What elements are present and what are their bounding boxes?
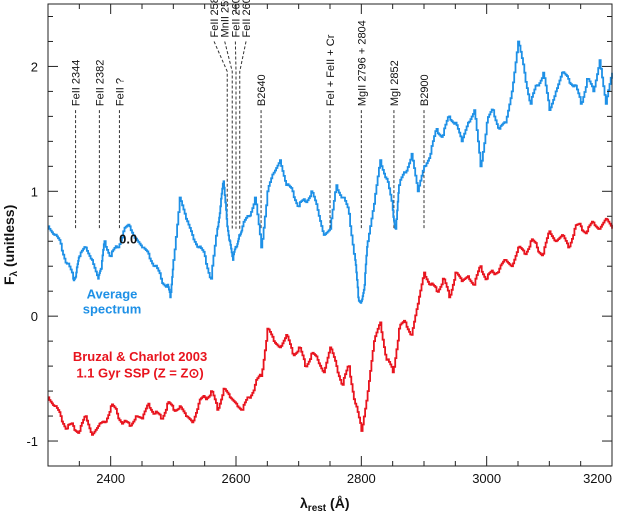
spectral-line-dash <box>234 41 237 229</box>
x-axis-title-unit: (Å) <box>326 495 349 511</box>
y-axis-title: Fλ (unitless) <box>1 205 20 285</box>
y-tick-label: 1 <box>31 184 38 199</box>
y-axis-title-unit: (unitless) <box>1 205 17 271</box>
spectral-line-label: FeII ? <box>114 78 126 106</box>
spectral-line: MnII 2594 <box>220 0 233 229</box>
spectral-line: FeII 2600 <box>230 0 242 229</box>
x-axis-title-sub: rest <box>308 503 327 514</box>
spectral-line: FeII 2382 <box>94 60 106 229</box>
x-axis-title: λrest (Å) <box>300 495 349 514</box>
spectral-line-label: B2900 <box>419 74 431 106</box>
spectral-line-label: FeII 2344 <box>71 60 83 106</box>
spectral-line-label: FeI + FeII + Cr <box>325 34 337 106</box>
x-tick-label: 3000 <box>472 471 501 486</box>
y-tick-label: 0 <box>31 309 38 324</box>
spectral-line: FeII 2606 <box>239 0 253 229</box>
x-tick-label: 3200 <box>583 471 612 486</box>
spectral-line-dash <box>239 41 247 229</box>
x-tick-label: 2600 <box>222 471 251 486</box>
spectral-line-label: B2640 <box>256 74 268 106</box>
legend-average-line2: spectrum <box>83 302 142 317</box>
spectral-line-label: FeII 2382 <box>94 60 106 106</box>
spectral-line: B2900 <box>419 74 431 229</box>
spectral-line-label: FeII 2586 <box>209 0 221 37</box>
spectral-line: FeI + FeII + Cr <box>325 34 337 229</box>
spectral-line-label: MnII 2594 <box>220 0 232 37</box>
y-tick-label: 2 <box>31 59 38 74</box>
spectral-line: FeII 2586 <box>209 0 228 229</box>
marker-annotation: 0.0 <box>119 232 137 247</box>
series-layer <box>48 40 613 436</box>
model-spectrum-line <box>48 217 613 436</box>
y-axis-title-main: F <box>1 276 17 285</box>
spectral-line: B2640 <box>256 74 268 229</box>
spectral-line-label: FeII 2600 <box>230 0 242 37</box>
average-spectrum-line <box>48 40 613 304</box>
spectral-line-dash <box>224 41 233 229</box>
legend-average-line1: Average <box>87 287 138 302</box>
x-tick-label: 2400 <box>96 471 125 486</box>
x-tick-label: 2800 <box>347 471 376 486</box>
spectral-line: FeII 2344 <box>71 60 83 229</box>
spectral-line: FeII ? <box>114 78 126 229</box>
legend-model-line2: 1.1 Gyr SSP (Z = Z⊙) <box>76 365 203 380</box>
y-axis-title-sub: λ <box>9 270 20 276</box>
spectral-line-label: FeII 2606 <box>241 0 253 37</box>
y-tick-label: -1 <box>26 434 38 449</box>
legend-model-line1: Bruzal & Charlot 2003 <box>73 349 207 364</box>
spectral-line: MgI 2852 <box>389 60 401 229</box>
x-axis-title-main: λ <box>300 495 308 511</box>
spectral-line-label: MgI 2852 <box>389 60 401 106</box>
axis-ticks: 2400 2600 2800 3000 3200 -1 0 1 2 <box>26 4 613 486</box>
spectral-line: MgII 2796 + 2804 <box>356 20 368 229</box>
spectral-line-dash <box>213 41 228 229</box>
spectral-line-label: MgII 2796 + 2804 <box>356 20 368 106</box>
